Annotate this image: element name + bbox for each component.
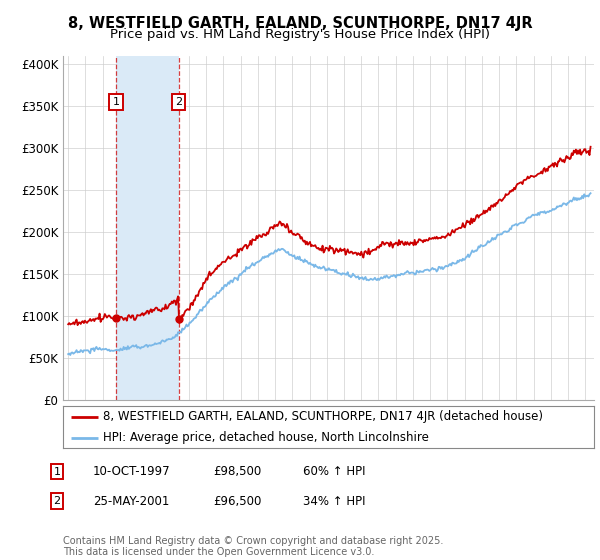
Text: 2: 2 (175, 97, 182, 107)
Text: 60% ↑ HPI: 60% ↑ HPI (303, 465, 365, 478)
Text: 34% ↑ HPI: 34% ↑ HPI (303, 494, 365, 508)
Text: 10-OCT-1997: 10-OCT-1997 (93, 465, 170, 478)
Text: 2: 2 (53, 496, 61, 506)
Text: Contains HM Land Registry data © Crown copyright and database right 2025.
This d: Contains HM Land Registry data © Crown c… (63, 535, 443, 557)
Text: £96,500: £96,500 (213, 494, 262, 508)
Text: £98,500: £98,500 (213, 465, 261, 478)
Text: 1: 1 (53, 466, 61, 477)
Text: 25-MAY-2001: 25-MAY-2001 (93, 494, 169, 508)
Text: HPI: Average price, detached house, North Lincolnshire: HPI: Average price, detached house, Nort… (103, 431, 428, 444)
Text: 8, WESTFIELD GARTH, EALAND, SCUNTHORPE, DN17 4JR (detached house): 8, WESTFIELD GARTH, EALAND, SCUNTHORPE, … (103, 410, 543, 423)
Text: 8, WESTFIELD GARTH, EALAND, SCUNTHORPE, DN17 4JR: 8, WESTFIELD GARTH, EALAND, SCUNTHORPE, … (68, 16, 532, 31)
Text: Price paid vs. HM Land Registry's House Price Index (HPI): Price paid vs. HM Land Registry's House … (110, 28, 490, 41)
Bar (116, 56, 179, 400)
Text: 1: 1 (113, 97, 119, 107)
